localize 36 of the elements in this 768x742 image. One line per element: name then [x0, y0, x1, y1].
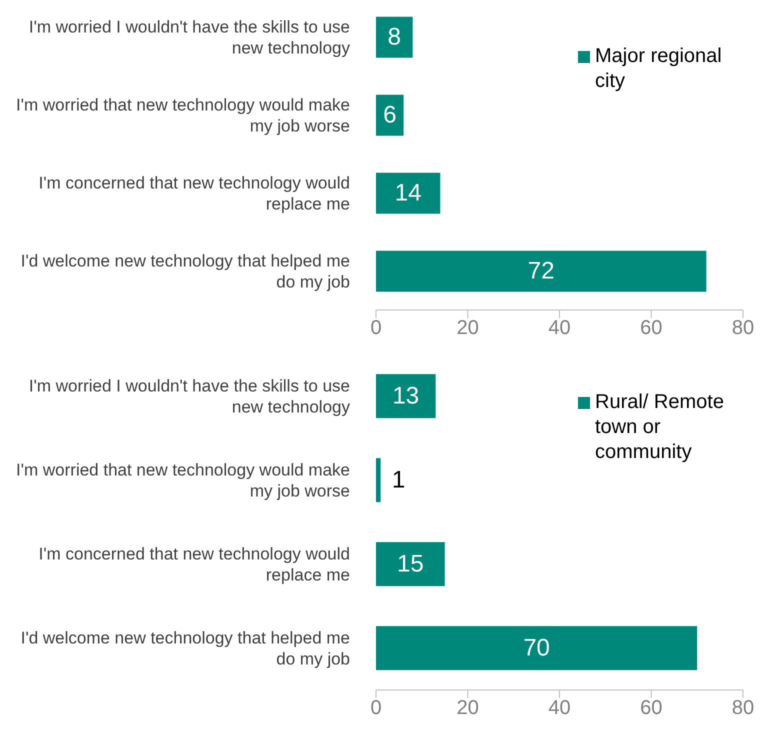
x-tick-label: 0 [370, 697, 382, 720]
y-tick-label: I'm worried that new technology would make my job worse [16, 95, 350, 135]
x-tick-label: 80 [732, 317, 754, 340]
data-label: 72 [528, 258, 554, 285]
bar [376, 626, 698, 670]
bar [376, 458, 381, 502]
x-tick-label: 80 [732, 697, 754, 720]
y-tick-label: I'd welcome new technology that helped me do my job [20, 251, 350, 291]
legend-label: Rural/ Remote town or community [595, 390, 725, 465]
x-tick-label: 40 [548, 317, 571, 340]
x-tick-label: 40 [548, 697, 571, 720]
legend-label: Major regional city [595, 44, 723, 94]
y-tick-label: I'm worried I wouldn't have the skills to use new technology [28, 17, 350, 57]
data-label: 6 [383, 102, 396, 129]
x-tick-label: 20 [456, 697, 479, 720]
bar [376, 172, 440, 214]
y-tick-label: I'm concerned that new technology would replace me [38, 544, 350, 584]
data-label: 15 [397, 550, 424, 578]
y-tick-label: I'm worried that new technology would make my job worse [16, 460, 350, 500]
data-label: 14 [394, 180, 422, 207]
y-tick-label: I'd welcome new technology that helped me do my job [20, 628, 350, 668]
bar [376, 250, 706, 292]
data-label: 70 [523, 634, 550, 662]
bar [376, 542, 445, 586]
bar [376, 16, 413, 58]
bar [376, 94, 404, 136]
data-label: 1 [392, 466, 406, 494]
bar [376, 374, 436, 418]
x-tick-label: 60 [640, 317, 662, 340]
data-label: 13 [392, 382, 420, 410]
data-label: 8 [388, 24, 402, 51]
x-tick-label: 20 [456, 317, 479, 340]
y-tick-label: I'm worried I wouldn't have the skills to use new technology [28, 376, 350, 416]
y-tick-label: I'm concerned that new technology would replace me [38, 173, 350, 213]
x-tick-label: 0 [370, 317, 382, 340]
x-tick-label: 60 [640, 697, 662, 720]
